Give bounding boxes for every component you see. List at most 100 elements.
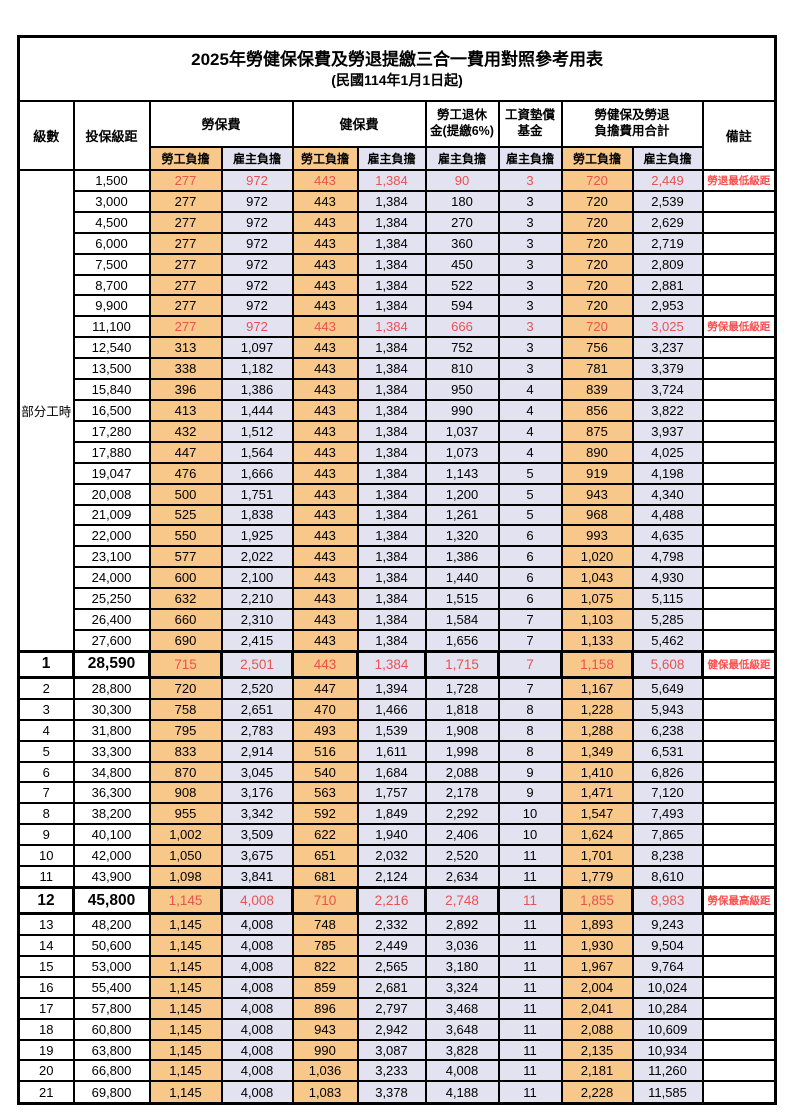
value-cell: 3,036	[424, 934, 500, 957]
value-cell: 270	[424, 210, 500, 234]
value-cell: 10,934	[631, 1038, 704, 1062]
value-cell: 3	[497, 189, 563, 213]
table-row: 9 40,100 1,002 3,509 622 1,940 2,406 10 1,624 7,8…	[17, 823, 777, 847]
value-cell: 1,384	[356, 398, 427, 422]
table-title-block: 2025年勞健保保費及勞退提繳三合一費用對照參考用表 (民國114年1月1日起)	[17, 35, 777, 103]
value-cell: 443	[291, 315, 359, 339]
value-cell: 2,210	[220, 587, 294, 611]
value-cell: 3	[497, 336, 563, 360]
header-total-line2: 負擔費用合計	[594, 123, 670, 138]
remark-cell: 勞保最高級距	[700, 886, 778, 915]
table-row: 2 28,800 720 2,520 447 1,394 1,728 7 1,167 5,649	[17, 676, 777, 700]
table-row: 27,600 690 2,415 443 1,384 1,656 7 1,133 5,462	[19, 628, 777, 653]
value-cell: 11	[497, 1059, 563, 1083]
table-row: 19 63,800 1,145 4,008 990 3,087 3,828 11 2,135 10…	[17, 1038, 777, 1062]
value-cell: 972	[220, 315, 294, 339]
value-cell: 1,349	[560, 739, 634, 763]
value-cell: 3,237	[631, 336, 704, 360]
header-pension-line2: 金(提繳6%)	[430, 123, 494, 138]
remark-cell	[701, 336, 777, 360]
table-row: 19,047 476 1,666 443 1,384 1,143 5 919 4,198	[19, 461, 777, 485]
value-cell: 3,724	[631, 378, 704, 401]
table-row: 8 38,200 955 3,342 592 1,849 2,292 10 1,547 7,493	[17, 802, 777, 826]
value-cell: 1,818	[424, 697, 500, 721]
value-cell: 2,748	[424, 886, 500, 915]
value-cell: 4,340	[631, 482, 704, 506]
value-cell: 4,025	[631, 440, 704, 464]
value-cell: 1,384	[356, 378, 427, 401]
value-cell: 11	[497, 996, 563, 1020]
value-cell: 943	[560, 482, 634, 506]
remark-cell	[701, 252, 777, 276]
value-cell: 4,798	[631, 545, 704, 569]
value-cell: 875	[560, 419, 634, 443]
table-head-body: 2025年勞健保保費及勞退提繳三合一費用對照參考用表 (民國114年1月1日起)…	[17, 35, 777, 172]
value-cell: 3	[497, 357, 563, 381]
level-cell: 6	[17, 760, 75, 784]
value-cell: 1,384	[356, 587, 427, 611]
value-cell: 3,828	[424, 1038, 500, 1062]
remark-cell	[701, 760, 777, 784]
value-cell: 1,656	[424, 628, 500, 653]
level-cell: 12	[17, 886, 75, 915]
value-cell: 1,855	[560, 886, 634, 915]
value-cell: 3	[497, 315, 563, 339]
value-cell: 2,539	[631, 189, 704, 213]
value-cell: 7	[497, 628, 563, 653]
value-cell: 1,908	[424, 718, 500, 742]
level-cell: 13	[17, 912, 75, 936]
value-cell: 443	[291, 524, 359, 548]
value-cell: 1,466	[356, 697, 427, 721]
table-row: 17,880 447 1,564 443 1,384 1,073 4 890 4,025	[19, 440, 777, 464]
value-cell: 3,342	[220, 802, 294, 826]
value-cell: 443	[291, 231, 359, 255]
value-cell: 1,384	[356, 461, 427, 485]
table-row: 部分工時 1,500 277 972 443 1,384 90 3 720 2,449 勞退最低級距	[17, 169, 777, 653]
value-cell: 1,384	[356, 440, 427, 464]
value-cell: 277	[148, 189, 223, 213]
level-cell: 11	[17, 865, 75, 889]
value-cell: 972	[220, 189, 294, 213]
table-row: 23,100 577 2,022 443 1,384 1,386 6 1,020 4,798	[19, 545, 777, 569]
bracket-cell: 17,280	[72, 419, 151, 443]
remark-cell	[701, 781, 777, 805]
remark-cell	[701, 357, 777, 381]
value-cell: 1,097	[220, 336, 294, 360]
value-cell: 972	[220, 294, 294, 318]
value-cell: 516	[291, 739, 359, 763]
value-cell: 1,384	[356, 524, 427, 548]
value-cell: 2,178	[424, 781, 500, 805]
value-cell: 2,892	[424, 912, 500, 936]
value-cell: 443	[291, 336, 359, 360]
value-cell: 6	[497, 587, 563, 611]
value-cell: 338	[148, 357, 223, 381]
remark-cell	[701, 975, 777, 999]
value-cell: 3	[497, 252, 563, 276]
bracket-cell: 45,800	[72, 886, 151, 915]
value-cell: 908	[148, 781, 223, 805]
value-cell: 1,611	[356, 739, 427, 763]
value-cell: 3	[497, 273, 563, 297]
value-cell: 622	[291, 823, 359, 847]
level-cell: 1	[17, 649, 75, 679]
value-cell: 720	[560, 169, 634, 192]
value-cell: 810	[424, 357, 500, 381]
bracket-cell: 43,900	[72, 865, 151, 889]
table-body: 部分工時 1,500 277 972 443 1,384 90 3 720 2,449 勞退最低級距…	[17, 169, 778, 1105]
value-cell: 720	[560, 273, 634, 297]
table-row: 10 42,000 1,050 3,675 651 2,032 2,520 11 1,701 8,…	[17, 844, 777, 868]
remark-cell	[701, 954, 777, 978]
level-cell: 3	[17, 697, 75, 721]
value-cell: 525	[148, 503, 223, 527]
value-cell: 4,188	[424, 1080, 500, 1105]
remark-cell	[701, 482, 777, 506]
value-cell: 785	[291, 934, 359, 957]
level-cell: 7	[17, 781, 75, 805]
value-cell: 4,008	[220, 1017, 294, 1041]
value-cell: 4,008	[220, 954, 294, 978]
value-cell: 5	[497, 482, 563, 506]
value-cell: 1,930	[560, 934, 634, 957]
value-cell: 10	[497, 802, 563, 826]
value-cell: 3,180	[424, 954, 500, 978]
value-cell: 990	[424, 398, 500, 422]
